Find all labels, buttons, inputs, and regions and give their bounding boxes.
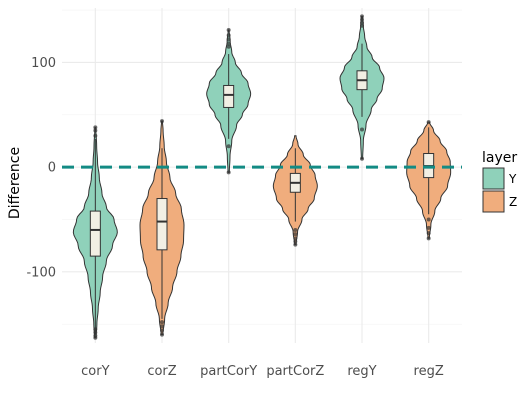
outlier-point: [226, 33, 231, 38]
violin-regY: [339, 14, 385, 161]
legend-label: Z: [509, 195, 517, 209]
x-tick-label: partCorY: [200, 364, 257, 379]
outlier-point: [293, 227, 298, 232]
outlier-point: [360, 14, 364, 19]
violins: [72, 14, 452, 340]
y-tick-labels: -100 0 100: [26, 56, 56, 280]
legend-item-Z: Z: [482, 190, 517, 213]
outlier-point: [426, 120, 431, 125]
outlier-point: [160, 119, 164, 124]
violin-corZ: [139, 119, 185, 337]
x-tick-label: corZ: [147, 364, 176, 379]
outlier-point: [360, 23, 364, 28]
legend-label: Y: [508, 172, 517, 186]
outlier-point: [226, 44, 231, 49]
y-axis-title: Difference: [7, 147, 23, 219]
y-tick-label: 0: [48, 161, 56, 176]
legend-key: [482, 190, 505, 213]
outlier-point: [226, 27, 231, 32]
outlier-point: [226, 144, 231, 149]
x-tick-label: regY: [347, 364, 376, 379]
outlier-point: [360, 20, 364, 25]
outlier-point: [93, 128, 98, 133]
outlier-point: [93, 133, 98, 138]
outlier-point: [226, 41, 231, 46]
outlier-point: [160, 324, 164, 329]
legend-item-Y: Y: [482, 167, 517, 190]
outlier-point: [93, 335, 98, 340]
x-tick-label: partCorZ: [266, 364, 324, 379]
outlier-point: [360, 156, 364, 161]
y-tick-label: -100: [26, 265, 56, 280]
violin-corY: [72, 125, 118, 340]
outlier-point: [426, 231, 431, 236]
violin-regZ: [406, 120, 452, 241]
box-corZ: [156, 198, 168, 251]
outlier-point: [93, 125, 98, 130]
outlier-point: [426, 217, 431, 222]
outlier-point: [360, 17, 364, 22]
legend: layer YZ: [482, 150, 517, 213]
legend-title: layer: [482, 150, 517, 166]
outlier-point: [226, 37, 231, 42]
outlier-point: [360, 127, 364, 132]
outlier-point: [426, 236, 431, 241]
outlier-point: [93, 330, 98, 335]
outlier-point: [293, 232, 298, 237]
box-corY: [89, 210, 101, 257]
x-tick-labels: corY corZ partCorY partCorZ regY regZ: [81, 364, 444, 379]
outlier-point: [226, 170, 231, 175]
violin-partCorY: [206, 27, 252, 175]
violin-partCorZ: [272, 135, 318, 247]
outlier-point: [293, 236, 298, 241]
outlier-point: [426, 225, 431, 230]
outlier-point: [160, 328, 164, 333]
legend-key: [482, 167, 505, 190]
outlier-point: [293, 242, 298, 247]
outlier-point: [160, 332, 164, 337]
x-tick-label: corY: [81, 364, 109, 379]
outlier-point: [160, 320, 164, 325]
y-tick-label: 100: [31, 56, 56, 71]
grid-lines: [62, 8, 462, 343]
outlier-point: [93, 327, 98, 332]
x-tick-label: regZ: [414, 364, 444, 379]
outlier-point: [293, 239, 298, 244]
box-partCorY: [223, 84, 235, 108]
